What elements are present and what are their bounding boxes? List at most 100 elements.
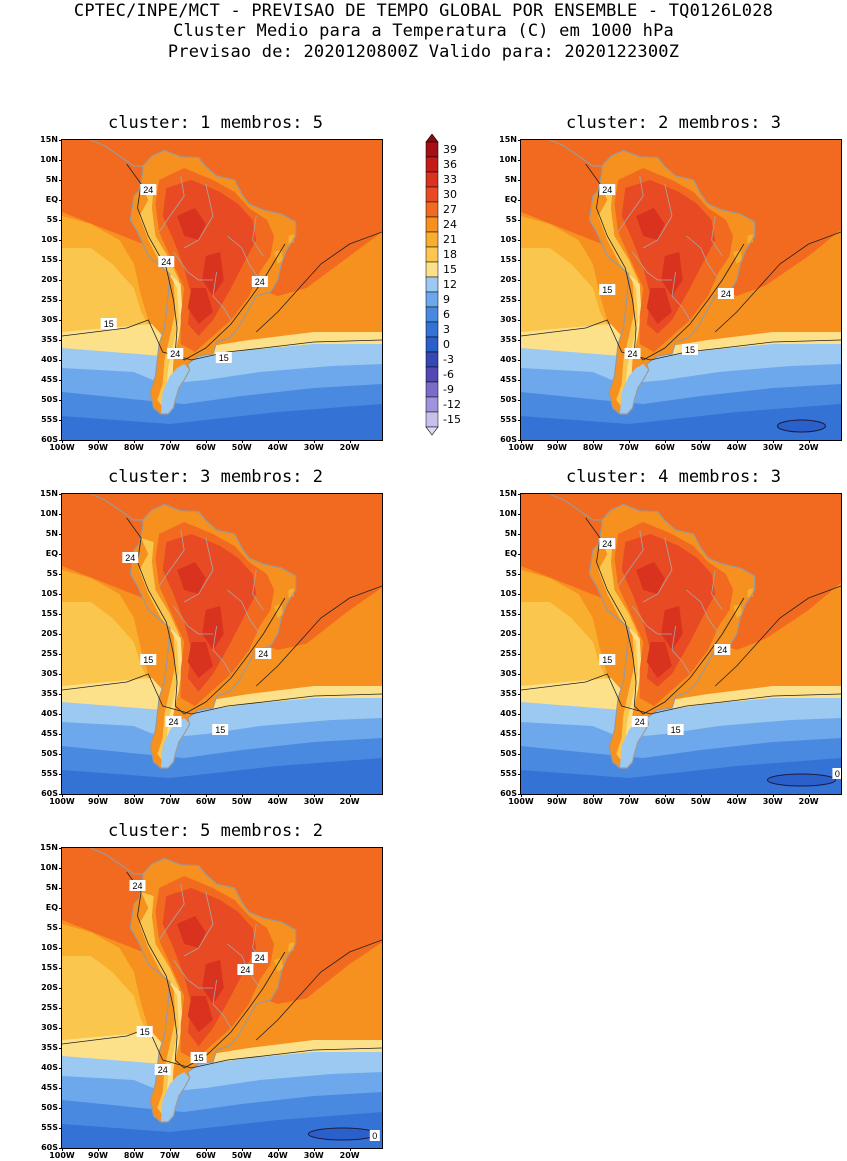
lat-label: 15N: [40, 843, 58, 852]
contour-label: 24: [717, 288, 734, 299]
contour-label: 24: [129, 880, 146, 891]
colorbar-swatch: [425, 216, 439, 233]
lat-label: 55S: [41, 415, 58, 424]
lat-label: 20S: [41, 983, 58, 992]
lat-label: 10N: [499, 155, 517, 164]
lat-label: 10S: [500, 589, 517, 598]
svg-text:24: 24: [143, 185, 153, 195]
lon-tick: [628, 440, 630, 443]
lat-tick: [59, 1028, 62, 1029]
lat-tick: [59, 734, 62, 735]
lon-label: 20W: [798, 443, 819, 452]
lat-tick: [518, 400, 521, 401]
contour-label: 24: [631, 716, 648, 727]
lat-label: EQ: [45, 195, 58, 204]
lat-label: 55S: [41, 1123, 58, 1132]
lat-tick: [518, 180, 521, 181]
lat-tick: [518, 774, 521, 775]
lat-label: 10N: [40, 863, 58, 872]
lat-tick: [518, 754, 521, 755]
contour-label: 24: [122, 552, 139, 563]
lat-label: 45S: [41, 375, 58, 384]
lat-label: 5S: [46, 569, 58, 578]
map-field-c3: 24 15 24 24 15: [62, 494, 382, 794]
lat-tick: [59, 1108, 62, 1109]
contour-label: 24: [140, 184, 157, 195]
lat-label: 30S: [41, 315, 58, 324]
lat-tick: [518, 300, 521, 301]
lat-label: 15S: [41, 609, 58, 618]
lat-label: 60S: [41, 1143, 58, 1152]
lon-label: 90W: [546, 797, 567, 806]
lat-label: EQ: [45, 549, 58, 558]
colorbar-label: 36: [443, 157, 457, 171]
lat-label: 15S: [500, 255, 517, 264]
lon-label: 60W: [195, 443, 216, 452]
lon-tick: [133, 440, 135, 443]
colorbar-swatch: [425, 351, 439, 368]
colorbar-swatch: [425, 261, 439, 278]
lat-tick: [59, 1148, 62, 1149]
svg-text:15: 15: [602, 285, 612, 295]
lon-label: 90W: [87, 797, 108, 806]
lat-tick: [59, 300, 62, 301]
lat-label: 45S: [41, 1083, 58, 1092]
lat-label: 20S: [41, 275, 58, 284]
colorbar-label: 0: [443, 337, 450, 351]
lon-label: 100W: [508, 443, 534, 452]
lon-tick: [205, 1148, 207, 1151]
colorbar-label: 33: [443, 172, 457, 186]
lon-label: 70W: [159, 1151, 180, 1160]
lat-label: 15N: [40, 489, 58, 498]
lon-tick: [205, 440, 207, 443]
contour-label: 24: [251, 952, 268, 963]
lat-tick: [59, 634, 62, 635]
lat-label: 5N: [504, 175, 517, 184]
lon-label: 90W: [87, 443, 108, 452]
lat-tick: [59, 400, 62, 401]
lon-label: 20W: [339, 443, 360, 452]
lat-label: 25S: [41, 1003, 58, 1012]
lat-tick: [518, 674, 521, 675]
svg-text:15: 15: [602, 655, 612, 665]
lon-tick: [521, 440, 522, 443]
lon-tick: [277, 440, 279, 443]
lat-tick: [59, 180, 62, 181]
lon-tick: [62, 1148, 63, 1151]
svg-text:0: 0: [372, 1131, 377, 1141]
map-panel-c5: 24 15 24 24 24 15 0: [62, 848, 382, 1148]
lat-label: 5N: [45, 175, 58, 184]
map-panel-c4: 24 15 24 24 15 0: [521, 494, 841, 794]
svg-text:24: 24: [602, 539, 612, 549]
svg-text:24: 24: [125, 553, 135, 563]
lat-label: 10S: [500, 235, 517, 244]
lat-label: 30S: [500, 669, 517, 678]
contour-label: 15: [667, 724, 684, 735]
header-line-1: CPTEC/INPE/MCT - PREVISAO DE TEMPO GLOBA…: [73, 1, 774, 21]
lon-tick: [736, 440, 738, 443]
lat-tick: [59, 440, 62, 441]
colorbar-swatch: [425, 231, 439, 248]
contour-label: 24: [165, 716, 182, 727]
lon-tick: [241, 1148, 243, 1151]
colorbar-label: -9: [443, 382, 454, 396]
lat-label: 10S: [41, 943, 58, 952]
lon-tick: [133, 1148, 135, 1151]
svg-text:24: 24: [635, 717, 645, 727]
lon-label: 90W: [546, 443, 567, 452]
lat-tick: [518, 320, 521, 321]
lat-tick: [518, 440, 521, 441]
lat-tick: [59, 928, 62, 929]
lon-tick: [736, 794, 738, 797]
lon-tick: [241, 440, 243, 443]
colorbar-arrow-bottom: [425, 426, 439, 436]
contour-label: 15: [599, 284, 616, 295]
lon-tick: [700, 794, 702, 797]
lon-label: 100W: [49, 1151, 75, 1160]
lon-label: 80W: [123, 797, 144, 806]
lon-label: 50W: [231, 443, 252, 452]
panel-title-c5: cluster: 5 membros: 2: [108, 821, 323, 841]
colorbar-label: 30: [443, 187, 457, 201]
lat-label: 55S: [500, 415, 517, 424]
lat-tick: [59, 160, 62, 161]
